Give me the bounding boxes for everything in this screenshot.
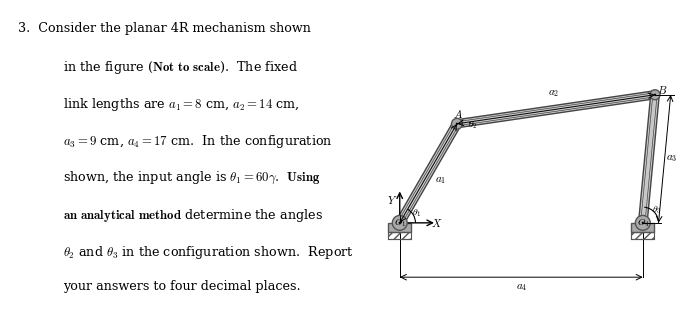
Text: $\theta_1$: $\theta_1$ bbox=[412, 207, 422, 219]
Text: $a_1$: $a_1$ bbox=[435, 175, 447, 186]
Text: $\theta_2$: $\theta_2$ bbox=[468, 119, 477, 131]
Circle shape bbox=[642, 222, 644, 224]
Polygon shape bbox=[638, 94, 659, 223]
Bar bbox=[631, 232, 654, 239]
Text: $O_1$: $O_1$ bbox=[393, 217, 406, 229]
Text: your answers to four decimal places.: your answers to four decimal places. bbox=[63, 280, 300, 294]
Text: link lengths are $a_1 = 8$ cm, $a_2 = 14$ cm,: link lengths are $a_1 = 8$ cm, $a_2 = 14… bbox=[63, 96, 300, 113]
Text: $a_2$: $a_2$ bbox=[548, 88, 559, 99]
Circle shape bbox=[650, 90, 660, 100]
Circle shape bbox=[392, 215, 407, 230]
Text: in the figure ($\bf{Not}$ $\bf{to}$ $\bf{scale}$).  The fixed: in the figure ($\bf{Not}$ $\bf{to}$ $\bf… bbox=[63, 59, 298, 76]
Text: shown, the input angle is $\theta_1 = 60°$.  $\bf{Using}$: shown, the input angle is $\theta_1 = 60… bbox=[63, 170, 320, 186]
Text: $A$: $A$ bbox=[453, 109, 463, 121]
Text: $Y$: $Y$ bbox=[387, 194, 398, 206]
Text: $\bf{an}$ $\bf{analytical}$ $\bf{method}$ determine the angles: $\bf{an}$ $\bf{analytical}$ $\bf{method}… bbox=[63, 207, 323, 223]
Text: $\theta_3$: $\theta_3$ bbox=[652, 204, 662, 216]
Text: $a_4$: $a_4$ bbox=[515, 282, 527, 293]
Circle shape bbox=[456, 123, 458, 125]
Circle shape bbox=[654, 94, 656, 96]
Polygon shape bbox=[396, 122, 461, 225]
Circle shape bbox=[636, 215, 650, 230]
Circle shape bbox=[398, 222, 401, 224]
Text: $\theta_2$ and $\theta_3$ in the configuration shown.  Report: $\theta_2$ and $\theta_3$ in the configu… bbox=[63, 244, 354, 260]
Text: $O_4$: $O_4$ bbox=[636, 217, 649, 229]
Polygon shape bbox=[456, 91, 656, 128]
Text: 3.  Consider the planar 4R mechanism shown: 3. Consider the planar 4R mechanism show… bbox=[18, 22, 311, 35]
Bar bbox=[389, 232, 411, 239]
Text: $B$: $B$ bbox=[657, 85, 667, 96]
Text: $a_3 = 9$ cm, $a_4 = 17$ cm.  In the configuration: $a_3 = 9$ cm, $a_4 = 17$ cm. In the conf… bbox=[63, 133, 332, 150]
Bar bbox=[631, 223, 654, 232]
Text: $a_3$: $a_3$ bbox=[666, 153, 677, 164]
Text: $X$: $X$ bbox=[431, 217, 442, 229]
Bar bbox=[389, 223, 411, 232]
Circle shape bbox=[452, 118, 463, 129]
